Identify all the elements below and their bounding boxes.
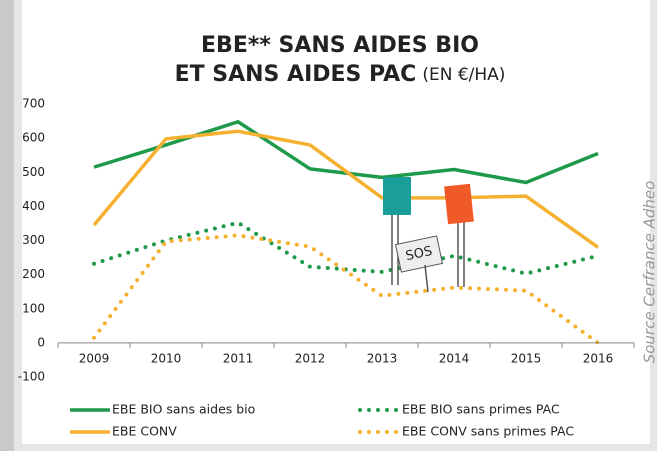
series-line bbox=[92, 129, 600, 249]
illustration bbox=[383, 177, 474, 293]
y-tick-label: 300 bbox=[22, 233, 45, 247]
source: Source Cerfrance Adheo bbox=[641, 181, 657, 364]
unit: (EN €/HA) bbox=[422, 65, 505, 85]
y-tick-label: 700 bbox=[22, 97, 45, 111]
chart-title-2: ET SANS AIDES PAC (EN €/HA) bbox=[175, 62, 506, 87]
x-tick-label: 2014 bbox=[439, 351, 470, 365]
series-line bbox=[92, 233, 600, 345]
y-tick-label: 200 bbox=[22, 267, 45, 281]
legend-label: EBE CONV bbox=[112, 424, 177, 439]
series-line bbox=[92, 220, 600, 276]
y-tick-label: 500 bbox=[22, 165, 45, 179]
x-tick-label: 2015 bbox=[511, 351, 542, 365]
y-tick-label: 0 bbox=[37, 335, 45, 349]
y-tick-label: -100 bbox=[18, 370, 45, 384]
chart-title: EBE** SANS AIDES BIO bbox=[201, 33, 479, 58]
y-tick-label: 100 bbox=[22, 301, 45, 315]
x-tick-label: 2013 bbox=[367, 351, 398, 365]
x-tick-label: 2016 bbox=[583, 351, 614, 365]
chart-title: ET SANS AIDES PAC bbox=[175, 62, 417, 87]
x-tick-label: 2010 bbox=[151, 351, 182, 365]
legend-label: EBE CONV sans primes PAC bbox=[402, 424, 574, 439]
y-tick-label: 400 bbox=[22, 199, 45, 213]
legend-label: EBE BIO sans aides bio bbox=[112, 402, 255, 417]
annotation: SOS bbox=[404, 244, 433, 264]
y-tick-label: 600 bbox=[22, 131, 45, 145]
x-tick-label: 2011 bbox=[223, 351, 254, 365]
x-tick-label: 2009 bbox=[79, 351, 110, 365]
panel bbox=[22, 0, 650, 444]
legend-label: EBE BIO sans primes PAC bbox=[402, 402, 560, 417]
x-tick-label: 2012 bbox=[295, 351, 326, 365]
